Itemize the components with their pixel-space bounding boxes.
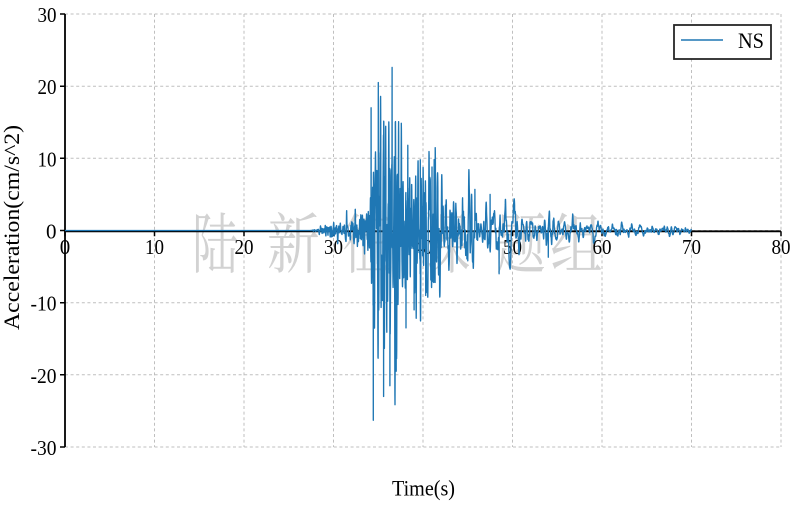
svg-text:60: 60	[593, 235, 612, 259]
svg-text:NS: NS	[738, 28, 764, 53]
svg-text:30: 30	[38, 3, 57, 27]
svg-text:0: 0	[60, 235, 71, 259]
svg-text:20: 20	[235, 235, 254, 259]
svg-text:80: 80	[772, 235, 791, 259]
svg-text:-30: -30	[31, 436, 57, 460]
svg-text:10: 10	[145, 235, 164, 259]
svg-text:0: 0	[46, 220, 57, 244]
svg-text:Acceleration(cm/s^2): Acceleration(cm/s^2)	[0, 125, 24, 330]
svg-text:10: 10	[38, 147, 57, 171]
svg-text:-10: -10	[31, 292, 57, 316]
svg-text:30: 30	[324, 235, 343, 259]
svg-text:Time(s): Time(s)	[392, 476, 455, 501]
svg-text:-20: -20	[31, 364, 57, 388]
svg-text:20: 20	[38, 75, 57, 99]
svg-text:70: 70	[682, 235, 701, 259]
